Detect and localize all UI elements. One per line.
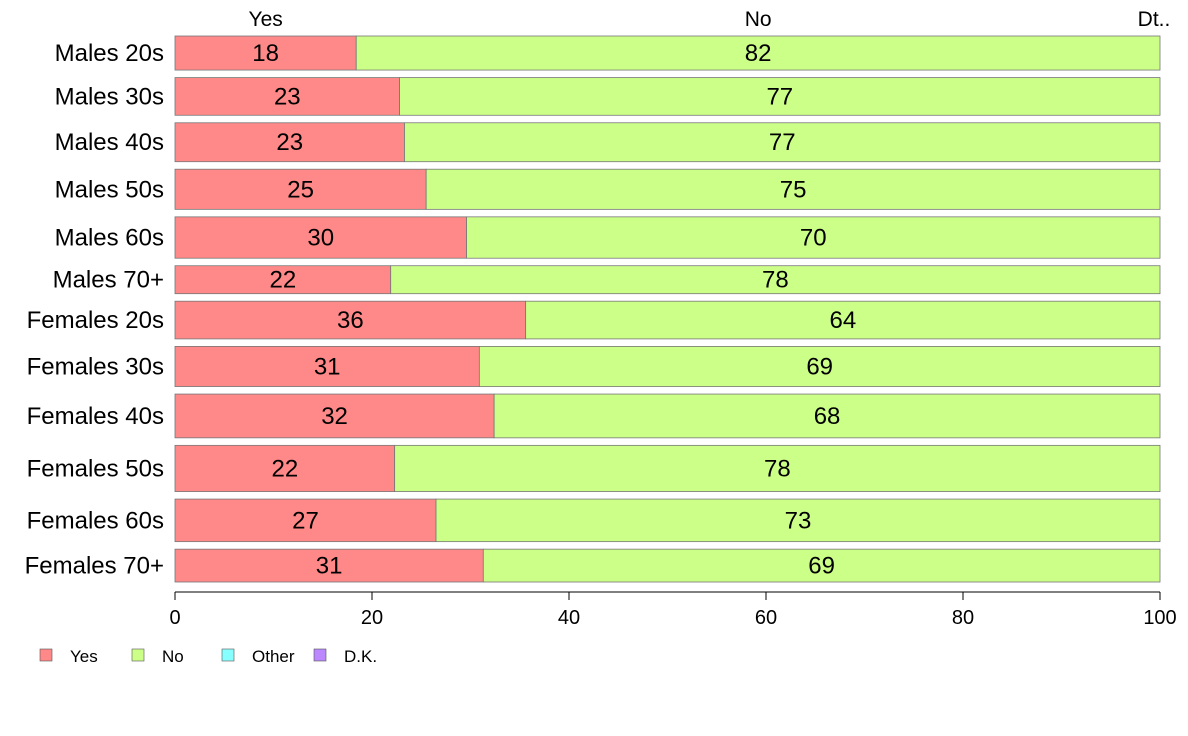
x-tick-label: 0 bbox=[169, 607, 180, 629]
bar-segment-yes bbox=[174, 35, 357, 71]
data-label-no: 77 bbox=[769, 129, 796, 156]
data-label-yes: 23 bbox=[274, 83, 301, 110]
bar-row-males-30s: Males 30s 23 77 bbox=[55, 77, 1161, 116]
legend-label: Yes bbox=[70, 647, 98, 666]
top-label-yes: Yes bbox=[248, 8, 282, 31]
data-label-no: 69 bbox=[808, 553, 835, 580]
bar-row-females-40s: Females 40s 32 68 bbox=[27, 393, 1161, 439]
bar-row-females-50s: Females 50s 22 78 bbox=[27, 444, 1161, 492]
legend-label: D.K. bbox=[344, 647, 377, 666]
legend-item-d-k: D.K. bbox=[313, 647, 377, 666]
bar-segment-no bbox=[394, 444, 1161, 492]
bar-segment-no bbox=[493, 393, 1161, 439]
bar-segment-yes bbox=[174, 346, 480, 387]
bar-segment-no bbox=[355, 35, 1161, 71]
legend-item-no: No bbox=[131, 647, 184, 666]
top-label-dk: Dt.. bbox=[1138, 8, 1171, 31]
bar-segment-yes bbox=[174, 498, 437, 543]
data-label-no: 68 bbox=[814, 403, 841, 430]
bar-row-females-70: Females 70+ 31 69 bbox=[25, 548, 1161, 583]
data-label-yes: 23 bbox=[276, 129, 303, 156]
data-label-no: 82 bbox=[745, 40, 772, 67]
data-label-no: 75 bbox=[780, 176, 807, 203]
legend-label: Other bbox=[252, 647, 295, 666]
bar-row-males-60s: Males 60s 30 70 bbox=[55, 216, 1161, 259]
category-label: Females 50s bbox=[27, 455, 164, 482]
data-label-no: 78 bbox=[762, 267, 789, 294]
category-label: Females 20s bbox=[27, 307, 164, 334]
legend: Yes No Other D.K. bbox=[39, 647, 377, 666]
data-label-yes: 25 bbox=[287, 176, 314, 203]
bar-segment-yes bbox=[174, 548, 484, 583]
bar-segment-yes bbox=[174, 168, 427, 210]
category-label: Males 50s bbox=[55, 176, 164, 203]
data-label-yes: 36 bbox=[337, 307, 364, 334]
bar-row-males-50s: Males 50s 25 75 bbox=[55, 168, 1161, 210]
legend-swatch bbox=[131, 648, 145, 662]
legend-swatch bbox=[313, 648, 327, 662]
bar-segment-no bbox=[525, 300, 1161, 340]
x-tick-label: 80 bbox=[952, 607, 974, 629]
x-tick-label: 100 bbox=[1143, 607, 1176, 629]
bar-segment-yes bbox=[174, 444, 396, 492]
category-label: Males 70+ bbox=[53, 267, 164, 294]
bar-row-males-70: Males 70+ 22 78 bbox=[53, 265, 1161, 295]
data-label-no: 69 bbox=[806, 353, 833, 380]
bar-row-females-60s: Females 60s 27 73 bbox=[27, 498, 1161, 543]
category-label: Males 60s bbox=[55, 225, 164, 252]
legend-label: No bbox=[162, 647, 184, 666]
bar-segment-yes bbox=[174, 393, 495, 439]
bar-segment-no bbox=[399, 77, 1161, 116]
category-label: Males 30s bbox=[55, 83, 164, 110]
data-label-yes: 18 bbox=[252, 40, 279, 67]
bar-segment-no bbox=[482, 548, 1161, 583]
bar-segment-yes bbox=[174, 216, 467, 259]
top-labels: Yes No Dt.. bbox=[248, 8, 1170, 31]
legend-swatch bbox=[39, 648, 53, 662]
data-label-yes: 22 bbox=[270, 267, 297, 294]
category-label: Females 70+ bbox=[25, 553, 164, 580]
bar-row-males-20s: Males 20s 18 82 bbox=[55, 35, 1161, 71]
category-label: Females 40s bbox=[27, 403, 164, 430]
x-tick-label: 60 bbox=[755, 607, 777, 629]
data-label-yes: 30 bbox=[307, 225, 334, 252]
data-label-yes: 32 bbox=[321, 403, 348, 430]
data-label-yes: 31 bbox=[316, 553, 343, 580]
category-label: Males 40s bbox=[55, 129, 164, 156]
bar-row-males-40s: Males 40s 23 77 bbox=[55, 122, 1161, 163]
x-tick-label: 40 bbox=[558, 607, 580, 629]
x-axis: 0 20 40 60 80 100 bbox=[169, 591, 1177, 629]
bar-segment-no bbox=[478, 346, 1161, 387]
data-label-no: 77 bbox=[766, 83, 793, 110]
legend-item-yes: Yes bbox=[39, 647, 98, 666]
category-label: Males 20s bbox=[55, 40, 164, 67]
data-label-no: 64 bbox=[829, 307, 856, 334]
data-label-yes: 22 bbox=[271, 455, 298, 482]
bar-segment-yes bbox=[174, 122, 405, 163]
x-tick-label: 20 bbox=[361, 607, 383, 629]
bar-row-females-30s: Females 30s 31 69 bbox=[27, 346, 1161, 387]
category-label: Females 30s bbox=[27, 353, 164, 380]
legend-item-other: Other bbox=[221, 647, 295, 666]
bar-segment-no bbox=[466, 216, 1161, 259]
data-label-yes: 31 bbox=[314, 353, 341, 380]
bar-segment-no bbox=[390, 265, 1161, 295]
data-label-no: 78 bbox=[764, 455, 791, 482]
bar-segment-yes bbox=[174, 300, 527, 340]
legend-swatch bbox=[221, 648, 235, 662]
bar-segment-no bbox=[425, 168, 1161, 210]
data-label-yes: 27 bbox=[292, 507, 319, 534]
category-label: Females 60s bbox=[27, 507, 164, 534]
bar-segment-no bbox=[435, 498, 1161, 543]
bar-segment-no bbox=[404, 122, 1161, 163]
data-label-no: 73 bbox=[785, 507, 812, 534]
data-label-no: 70 bbox=[800, 225, 827, 252]
top-label-no: No bbox=[745, 8, 772, 31]
bar-segment-yes bbox=[174, 77, 400, 116]
bar-row-females-20s: Females 20s 36 64 bbox=[27, 300, 1161, 340]
